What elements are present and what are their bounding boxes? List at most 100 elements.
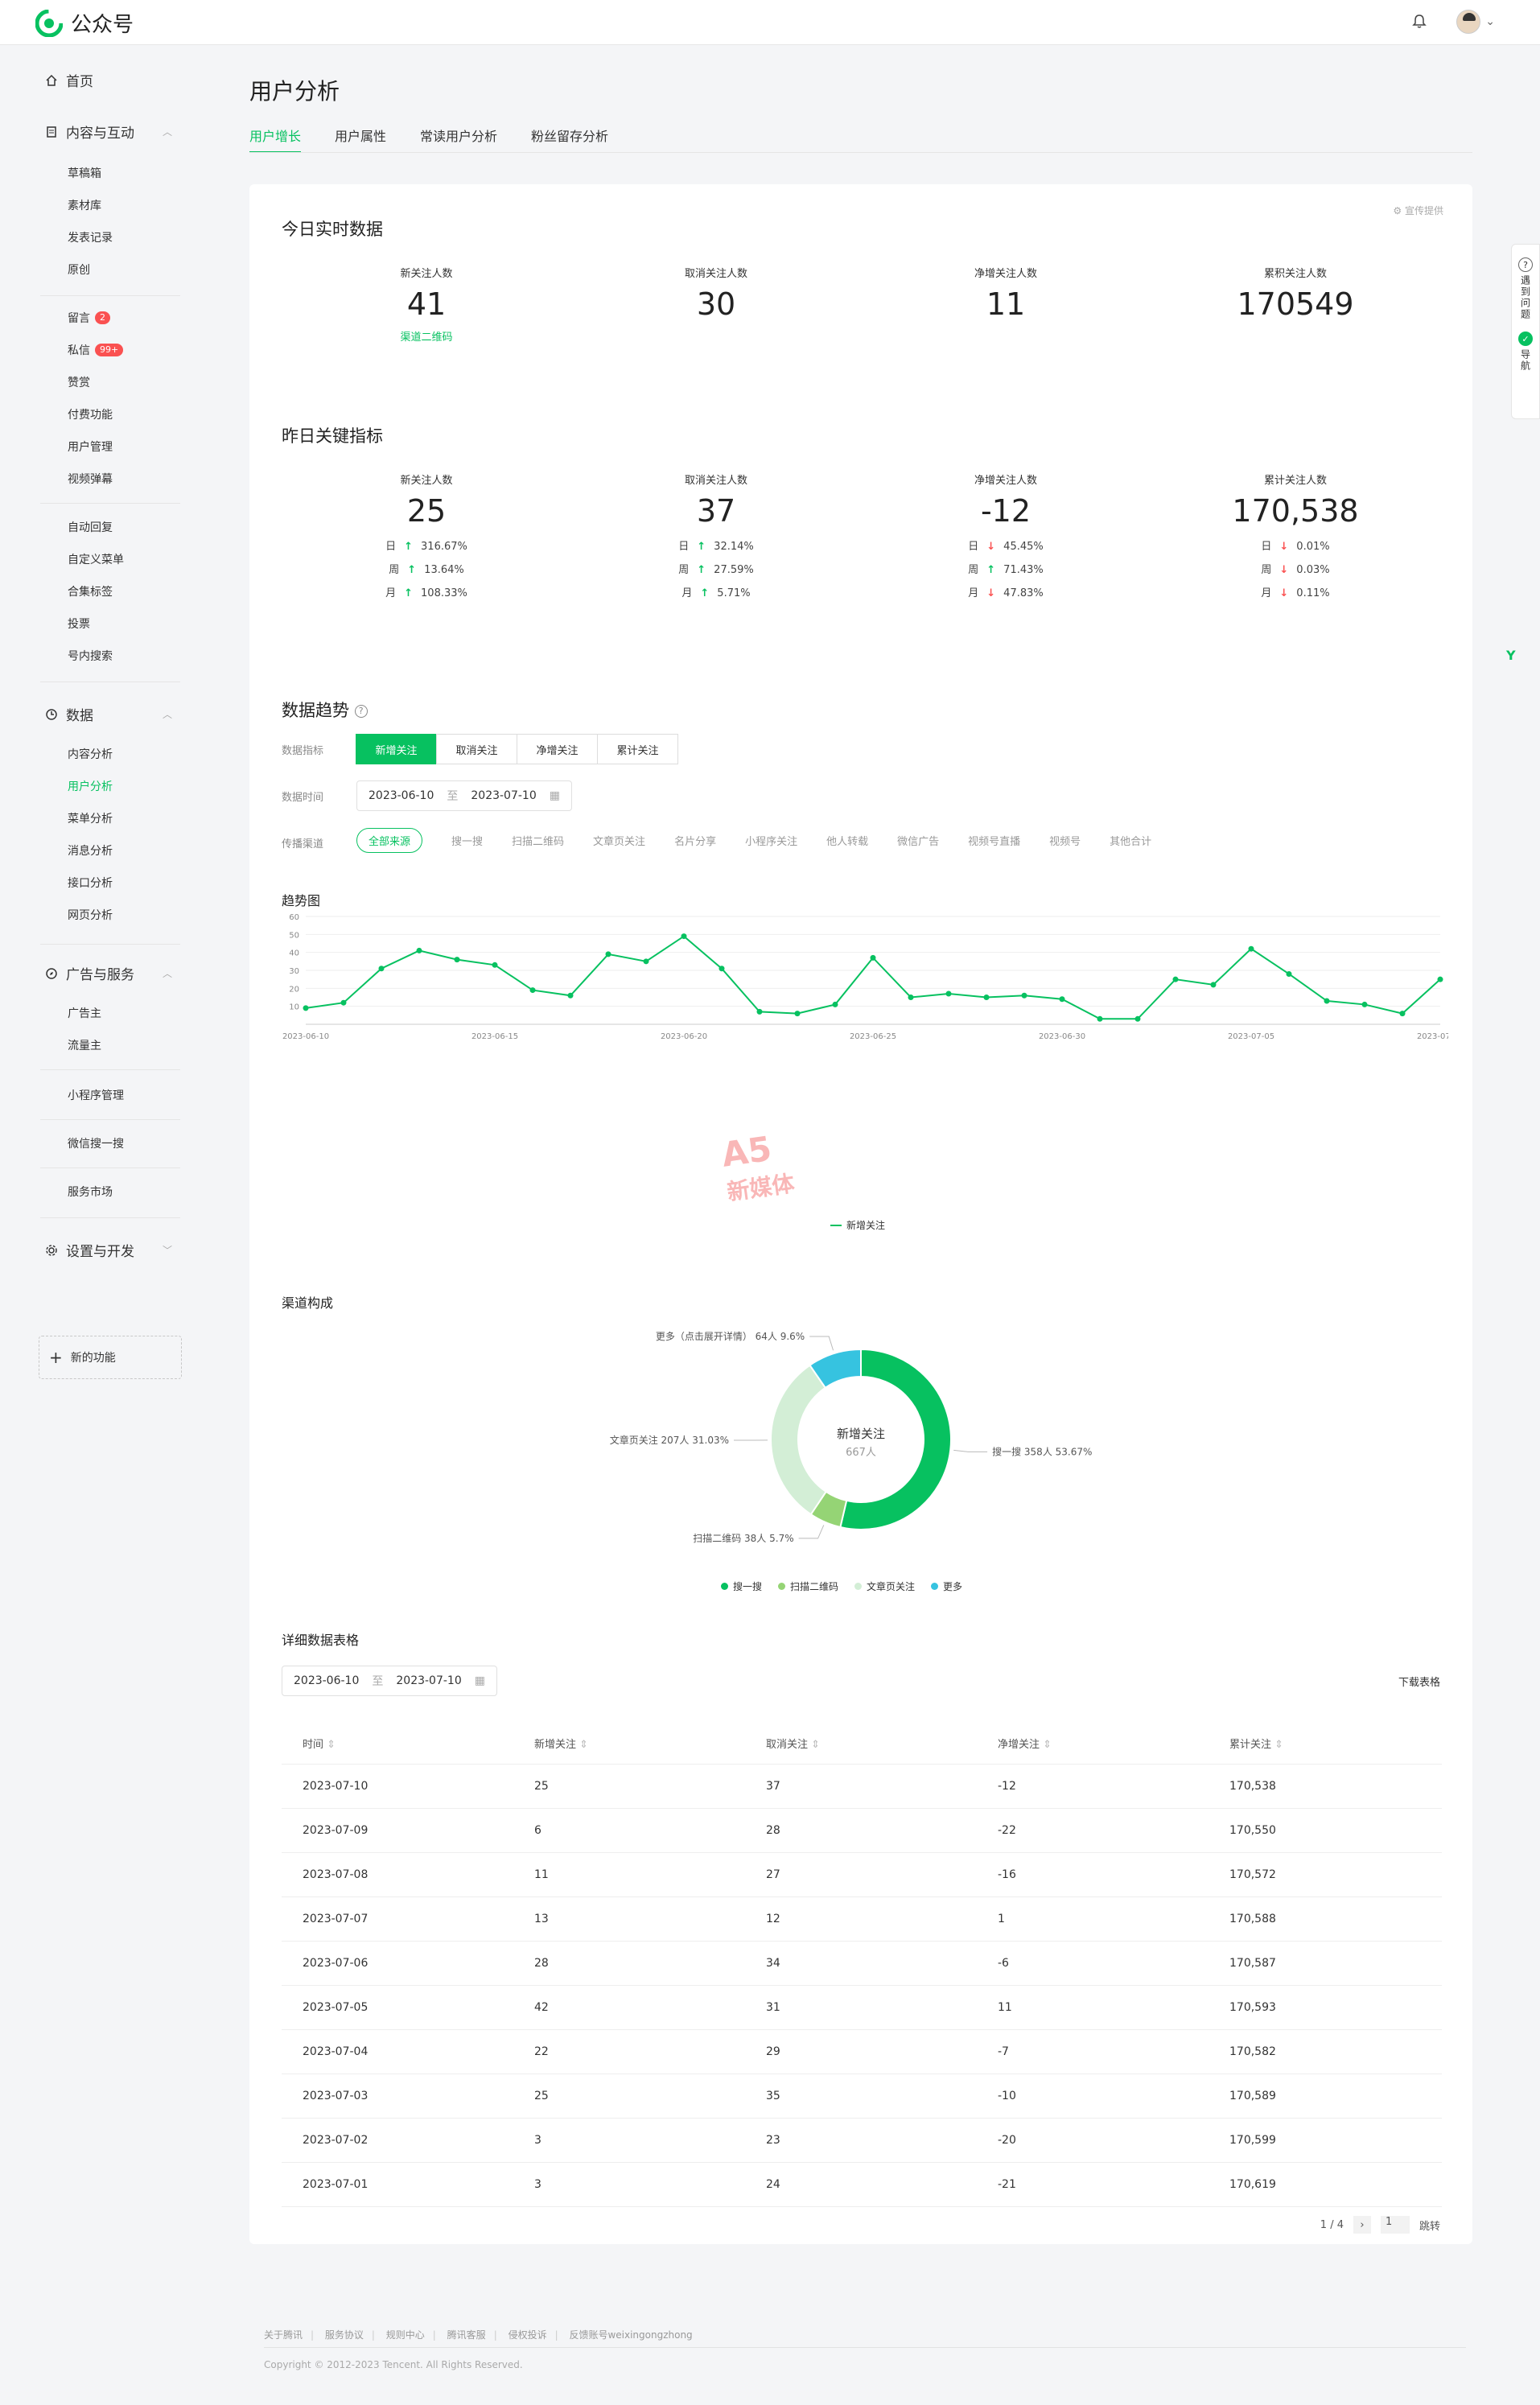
footer-link[interactable]: 腾讯客服 — [447, 2329, 486, 2341]
sidebar-item-collection-tags[interactable]: 合集标签 — [68, 583, 113, 599]
channel-chip-search[interactable]: 搜一搜 — [451, 836, 484, 848]
sidebar-group-settings[interactable]: 设置与开发 ﹀ — [45, 1240, 172, 1260]
download-table-link[interactable]: 下载表格 — [1398, 1677, 1440, 1689]
guide-link[interactable]: 导航 — [1519, 349, 1531, 372]
sidebar-item-original[interactable]: 原创 — [68, 262, 90, 278]
avatar[interactable] — [1456, 10, 1481, 34]
sidebar-item-wechat-search[interactable]: 微信搜一搜 — [68, 1135, 124, 1151]
chevron-down-icon[interactable]: ⌄ — [1485, 15, 1495, 28]
channel-chip-channels[interactable]: 视频号 — [1049, 836, 1081, 848]
chevron-down-icon[interactable]: ﹀ — [163, 1245, 173, 1256]
chevron-up-icon[interactable]: ︿ — [163, 968, 173, 979]
chevron-up-icon[interactable]: ︿ — [163, 126, 173, 138]
bell-icon[interactable] — [1411, 14, 1427, 30]
sidebar-item-service-market[interactable]: 服务市场 — [68, 1184, 113, 1200]
sidebar-item-advertiser[interactable]: 广告主 — [68, 1005, 101, 1021]
footer-link[interactable]: 规则中心 — [385, 2329, 425, 2341]
legend-label: 更多 — [943, 1581, 963, 1592]
next-page-button[interactable]: › — [1353, 2216, 1371, 2234]
sidebar-item-drafts[interactable]: 草稿箱 — [68, 165, 101, 181]
footer-link[interactable]: 侵权投诉 — [508, 2329, 547, 2341]
sidebar-item-auto-reply[interactable]: 自动回复 — [68, 519, 113, 535]
guide-icon[interactable]: ✓ — [1518, 332, 1533, 346]
sidebar-item-custom-menu[interactable]: 自定义菜单 — [68, 551, 124, 567]
channel-chip-live[interactable]: 视频号直播 — [968, 836, 1021, 848]
sidebar-item-comments[interactable]: 留言 2 — [68, 310, 110, 326]
metric-option-total[interactable]: 累计关注 — [597, 734, 678, 764]
app-logo[interactable]: 公众号 — [35, 8, 134, 38]
corner-note[interactable]: ⚙ 宣传提供 — [1393, 204, 1443, 217]
sidebar-item-paid-features[interactable]: 付费功能 — [68, 406, 113, 422]
legend-item-article[interactable]: 文章页关注 — [854, 1579, 915, 1593]
data-point — [945, 990, 952, 997]
channel-chip-other[interactable]: 其他合计 — [1110, 836, 1152, 848]
tab-user-attributes[interactable]: 用户属性 — [335, 129, 387, 144]
sidebar-item-publish-records[interactable]: 发表记录 — [68, 229, 113, 245]
legend-item-search[interactable]: 搜一搜 — [721, 1579, 762, 1593]
column-label: 新增关注 — [534, 1739, 577, 1751]
trend-date-range-picker[interactable]: 2023-06-10 至 2023-07-10 ▦ — [356, 780, 572, 811]
sidebar-group-ads[interactable]: 广告与服务 ︿ — [45, 963, 172, 983]
sidebar-item-materials[interactable]: 素材库 — [68, 197, 101, 213]
sidebar-item-in-account-search[interactable]: 号内搜索 — [68, 648, 113, 664]
help-link[interactable]: 遇到问题 — [1519, 275, 1531, 320]
trend-legend[interactable]: 新增关注 — [830, 1218, 885, 1232]
metric-option-unfollow[interactable]: 取消关注 — [436, 734, 517, 764]
new-function-button[interactable]: + 新的功能 — [39, 1336, 182, 1379]
tab-user-growth[interactable]: 用户增长 — [249, 126, 302, 153]
page-number-input[interactable]: 1 — [1380, 2216, 1410, 2234]
chevron-up-icon[interactable]: ︿ — [163, 709, 173, 720]
sidebar-item-video-danmaku[interactable]: 视频弹幕 — [68, 471, 113, 487]
help-circle-icon[interactable]: ? — [354, 705, 368, 718]
column-header-unfollow[interactable]: 取消关注 ⇕ — [745, 1736, 977, 1751]
user-menu[interactable]: ⌄ — [1456, 10, 1495, 34]
sidebar-item-appreciation[interactable]: 赞赏 — [68, 374, 90, 390]
table-row: 2023-07-03 25 35 -10 170,589 — [282, 2074, 1442, 2119]
channel-chip-card-share[interactable]: 名片分享 — [674, 836, 717, 848]
detail-date-range-picker[interactable]: 2023-06-10 至 2023-07-10 ▦ — [282, 1666, 497, 1696]
sidebar-item-api-analysis[interactable]: 接口分析 — [68, 875, 113, 891]
sidebar-item-mini-program[interactable]: 小程序管理 — [68, 1087, 124, 1103]
sidebar-item-webpage-analysis[interactable]: 网页分析 — [68, 907, 113, 923]
footer-link[interactable]: 反馈账号weixingongzhong — [569, 2329, 693, 2341]
metric-option-net[interactable]: 净增关注 — [517, 734, 598, 764]
change-value: 47.83% — [1003, 587, 1044, 599]
column-header-net[interactable]: 净增关注 ⇕ — [977, 1736, 1209, 1751]
channel-chip-repost[interactable]: 他人转载 — [826, 836, 869, 848]
channel-chip-article[interactable]: 文章页关注 — [593, 836, 646, 848]
channel-chip-ads[interactable]: 微信广告 — [897, 836, 940, 848]
metric-option-new[interactable]: 新增关注 — [356, 734, 437, 764]
table-cell: -7 — [998, 2045, 1009, 2058]
sidebar-item-vote[interactable]: 投票 — [68, 616, 90, 632]
data-point — [1286, 970, 1292, 977]
footer-link[interactable]: 关于腾讯 — [264, 2329, 303, 2341]
sidebar-item-message-analysis[interactable]: 消息分析 — [68, 842, 113, 859]
sidebar-item-content-analysis[interactable]: 内容分析 — [68, 746, 113, 762]
sidebar-item-menu-analysis[interactable]: 菜单分析 — [68, 810, 113, 826]
tab-frequent-readers[interactable]: 常读用户分析 — [420, 129, 498, 144]
legend-item-more[interactable]: 更多 — [931, 1579, 962, 1593]
column-header-total[interactable]: 累计关注 ⇕ — [1209, 1736, 1440, 1751]
sidebar-item-home[interactable]: 首页 — [45, 70, 93, 90]
sidebar-item-user-management[interactable]: 用户管理 — [68, 439, 113, 455]
donut-slice-3 — [809, 1348, 862, 1390]
column-header-new[interactable]: 新增关注 ⇕ — [513, 1736, 745, 1751]
jump-button[interactable]: 跳转 — [1419, 2220, 1440, 2233]
tab-fan-retention[interactable]: 粉丝留存分析 — [531, 129, 609, 144]
legend-item-qrcode[interactable]: 扫描二维码 — [778, 1579, 838, 1593]
sidebar-item-messages[interactable]: 私信 99+ — [68, 342, 124, 358]
footer-link[interactable]: 服务协议 — [324, 2329, 364, 2341]
table-cell: 2023-07-08 — [303, 1868, 369, 1881]
sidebar-item-user-analysis[interactable]: 用户分析 — [68, 778, 113, 794]
question-icon[interactable]: ? — [1518, 257, 1533, 272]
channel-chip-all[interactable]: 全部来源 — [356, 828, 423, 853]
change-value: 5.71% — [717, 587, 751, 599]
sidebar-group-data[interactable]: 数据 ︿ — [45, 704, 172, 724]
comparison-row: 月 ↓ 0.11% — [1151, 582, 1440, 605]
channel-qrcode-link[interactable]: 渠道二维码 — [400, 332, 453, 344]
channel-chip-qrcode[interactable]: 扫描二维码 — [512, 836, 565, 848]
sidebar-group-content[interactable]: 内容与互动 ︿ — [45, 121, 172, 142]
channel-chip-mini-program[interactable]: 小程序关注 — [745, 836, 798, 848]
column-header-date[interactable]: 时间 ⇕ — [282, 1736, 513, 1751]
sidebar-item-publisher[interactable]: 流量主 — [68, 1037, 101, 1053]
